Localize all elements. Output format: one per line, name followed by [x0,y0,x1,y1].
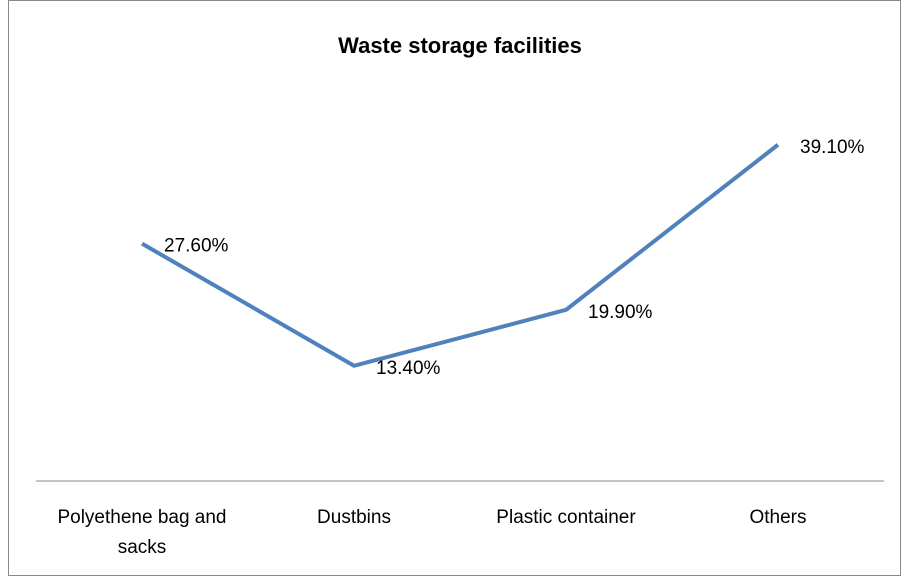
data-label: 27.60% [164,236,229,257]
x-tick-label: Plastic container [496,507,636,528]
x-tick-label: Polyethene bag and sacks [57,507,227,558]
chart-title: Waste storage facilities [338,33,582,58]
x-tick-label: Others [749,507,807,528]
chart-border [8,0,901,576]
line [141,143,780,368]
x-tick-label: Dustbins [317,507,391,528]
data-label: 19.90% [588,302,653,323]
data-label: 39.10% [800,137,865,158]
data-label: 13.40% [376,358,441,379]
